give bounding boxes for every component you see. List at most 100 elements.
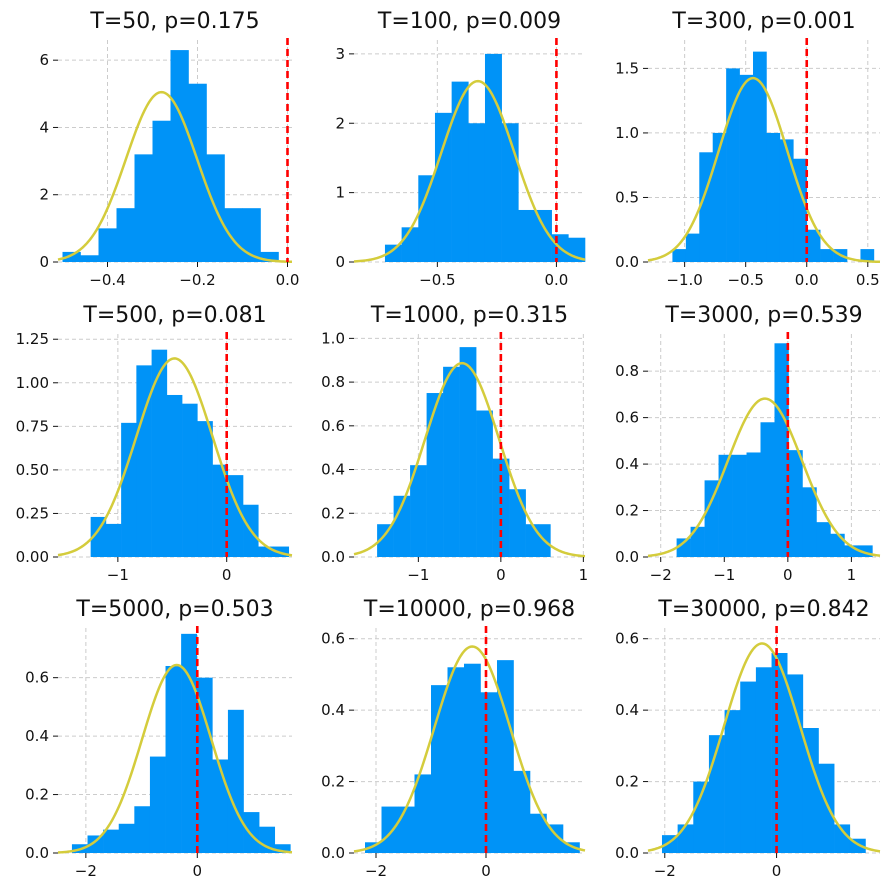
- histogram-bar: [121, 422, 137, 557]
- x-tick-label: −2: [365, 862, 387, 880]
- histogram-bar: [563, 842, 580, 853]
- y-tick-label: 0.2: [25, 786, 49, 804]
- panel-8: −2 0 0.0 0.2 0.4 0.6 T=10000, p=0.968: [321, 597, 586, 880]
- histogram-bar: [151, 349, 168, 557]
- histogram-bar: [273, 546, 290, 557]
- histogram-bar: [170, 50, 189, 262]
- panel-title: T=5000, p=0.503: [75, 597, 273, 622]
- y-tick-label: 3: [335, 45, 345, 63]
- x-tick-label: 0: [783, 566, 793, 584]
- histogram-bar: [740, 681, 757, 853]
- y-tick-label: 0.2: [321, 773, 345, 791]
- histogram-bar: [779, 139, 794, 262]
- y-tick-label: 0.0: [615, 253, 639, 271]
- y-tick-label: 0.8: [321, 373, 345, 391]
- y-tick-label: 1.25: [16, 330, 49, 348]
- y-tick-label: 4: [39, 118, 49, 136]
- histogram-bar: [414, 774, 432, 853]
- y-tick-label: 0.2: [615, 773, 639, 791]
- normal-fit-curve: [57, 357, 293, 557]
- histogram-bar: [196, 677, 213, 853]
- histogram-bar: [87, 835, 104, 853]
- histogram-bar: [788, 450, 803, 557]
- y-tick-label: 0.4: [615, 455, 639, 473]
- x-tick-label: −1.0: [666, 271, 702, 289]
- histogram-bar: [834, 824, 851, 853]
- panel-title: T=100, p=0.009: [377, 9, 561, 34]
- histogram-bar: [820, 249, 834, 262]
- histogram-bar: [534, 209, 552, 262]
- histogram-bar: [771, 653, 788, 853]
- histogram-bar: [513, 770, 531, 853]
- histogram-bar: [105, 523, 122, 557]
- y-tick-label: 2: [39, 186, 49, 204]
- histogram-bar: [227, 709, 244, 853]
- histogram-bar: [182, 403, 198, 557]
- y-tick-label: 1.0: [615, 124, 639, 142]
- histogram-bar: [410, 465, 427, 557]
- histogram-bar: [134, 806, 151, 853]
- panel-9: −2 0 0.0 0.2 0.4 0.6 T=30000, p=0.842: [615, 597, 881, 880]
- panel-title: T=300, p=0.001: [671, 9, 855, 34]
- panel-title: T=50, p=0.175: [89, 9, 259, 34]
- y-tick-label: 1.00: [16, 374, 49, 392]
- x-tick-label: −1: [407, 566, 429, 584]
- histogram-bar: [98, 228, 117, 262]
- histogram-bar: [459, 347, 477, 557]
- y-tick-label: 0.6: [321, 630, 345, 648]
- panel-1: −0.4 −0.2 0.0 0 2 4 6 T=50, p=0.175: [39, 9, 299, 289]
- y-tick-label: 0.0: [615, 548, 639, 566]
- y-tick-label: 0.5: [615, 188, 639, 206]
- y-tick-label: 0.0: [321, 548, 345, 566]
- histogram-bar: [484, 53, 502, 262]
- panel-6: −2 −1 0 1 0.0 0.2 0.4 0.6 0.8 T=3000, p=0.539: [615, 303, 881, 584]
- y-tick-label: 0.6: [615, 630, 639, 648]
- histogram-bar: [381, 806, 399, 853]
- y-tick-label: 0.50: [16, 461, 49, 479]
- histogram-bar: [806, 229, 821, 262]
- histogram-bar: [830, 533, 845, 557]
- histogram-bar: [118, 823, 135, 853]
- normal-fit-curve: [353, 645, 586, 853]
- histogram-bar: [401, 227, 419, 262]
- x-tick-label: 0.0: [544, 271, 568, 289]
- histogram-bar: [802, 487, 817, 557]
- x-tick-label: −0.5: [727, 271, 763, 289]
- x-tick-label: 1: [579, 566, 589, 584]
- histogram-bar: [497, 660, 514, 853]
- y-tick-label: 0.00: [16, 548, 49, 566]
- y-tick-label: 0.0: [321, 844, 345, 862]
- histogram-bar: [197, 421, 213, 557]
- histogram-bar: [103, 829, 120, 853]
- y-tick-label: 0.0: [615, 844, 639, 862]
- histogram-bar: [787, 674, 804, 853]
- histogram-bar: [242, 208, 261, 262]
- y-tick-label: 0.4: [25, 727, 49, 745]
- y-tick-label: 0.6: [615, 409, 639, 427]
- normal-fit-curve: [647, 642, 881, 853]
- x-tick-label: −1: [713, 566, 735, 584]
- normal-fit-curve: [647, 397, 881, 558]
- histogram-bar: [149, 756, 166, 853]
- histogram-bar: [80, 255, 99, 262]
- histogram-bar: [676, 538, 691, 557]
- x-tick-label: 0: [772, 862, 782, 880]
- histogram-bar: [447, 667, 465, 853]
- histogram-bar: [509, 489, 526, 557]
- y-tick-label: 0.8: [615, 362, 639, 380]
- panel-2: −0.5 0.0 0 1 2 3 T=100, p=0.009: [335, 9, 586, 289]
- y-tick-label: 1.0: [321, 329, 345, 347]
- x-tick-label: 0.0: [276, 271, 300, 289]
- histogram-bar: [739, 74, 754, 262]
- histogram-bar: [259, 826, 276, 853]
- histogram-bar: [398, 806, 415, 853]
- histogram-bar: [746, 452, 761, 557]
- y-tick-label: 2: [335, 114, 345, 132]
- y-tick-label: 0.25: [16, 504, 49, 522]
- x-tick-label: −0.5: [419, 271, 455, 289]
- histogram-bar: [136, 365, 152, 557]
- y-tick-label: 0.6: [25, 669, 49, 687]
- histogram-bar: [693, 781, 710, 853]
- histogram-bar: [188, 83, 207, 263]
